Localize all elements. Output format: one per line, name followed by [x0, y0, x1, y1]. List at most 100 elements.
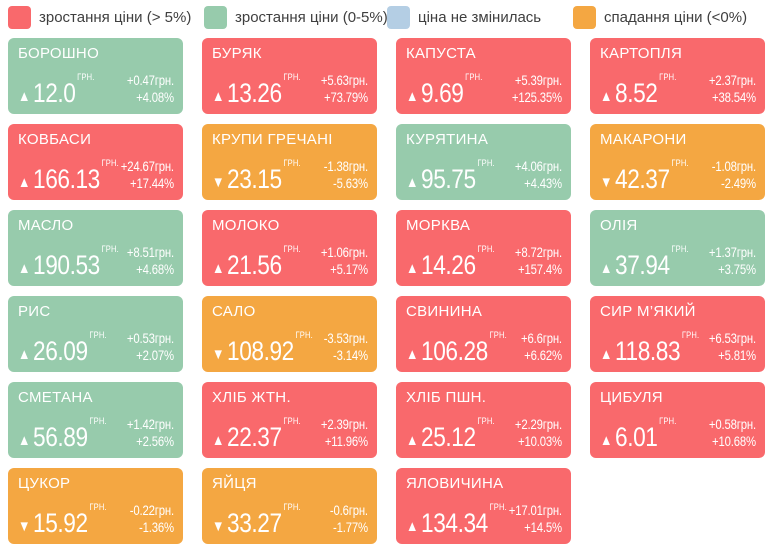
price-tile[interactable]: БУРЯК ▲ 13.26 ГРН. +5.63грн. +73.79%	[202, 38, 377, 114]
product-name: МАКАРОНИ	[600, 131, 687, 148]
price-row: ▼ 23.15 ГРН. -1.38грн. -5.63%	[212, 159, 368, 193]
change-uah: +5.63грн.	[320, 73, 368, 89]
currency-label: ГРН.	[659, 416, 677, 427]
change-pct: +10.03%	[518, 434, 562, 450]
change-block: +0.53грн. +2.07%	[127, 331, 174, 365]
arrow-up-icon: ▲	[18, 260, 31, 277]
legend-swatch-icon	[8, 6, 31, 29]
legend-label: спадання ціни (<0%)	[604, 9, 748, 26]
arrow-up-icon: ▲	[212, 432, 225, 449]
price-tile[interactable]: КОВБАСИ ▲ 166.13 ГРН. +24.67грн. +17.44%	[8, 124, 183, 200]
price-value: 12.0	[33, 78, 76, 108]
price-value: 21.56	[227, 250, 282, 280]
change-block: +0.58грн. +10.68%	[709, 417, 756, 451]
price-value: 25.12	[421, 422, 476, 452]
change-uah: +8.72грн.	[514, 245, 562, 261]
change-pct: +5.81%	[718, 348, 756, 364]
change-uah: +8.51грн.	[126, 245, 174, 261]
change-pct: +2.07%	[136, 348, 174, 364]
product-name: ЯЙЦЯ	[212, 475, 257, 492]
price-row: ▲ 9.69 ГРН. +5.39грн. +125.35%	[406, 73, 562, 107]
price-value: 22.37	[227, 422, 282, 452]
change-pct: +73.79%	[324, 90, 368, 106]
price-tile[interactable]: КРУПИ ГРЕЧАНІ ▼ 23.15 ГРН. -1.38грн. -5.63%	[202, 124, 377, 200]
change-block: -0.6грн. -1.77%	[330, 503, 368, 537]
currency-label: ГРН.	[77, 72, 95, 83]
price-tile[interactable]: ЯЛОВИЧИНА ▲ 134.34 ГРН. +17.01грн. +14.5%	[396, 468, 571, 544]
price-row: ▲ 134.34 ГРН. +17.01грн. +14.5%	[406, 503, 562, 537]
currency-label: ГРН.	[283, 416, 301, 427]
change-uah: +2.29грн.	[514, 417, 562, 433]
price-tile[interactable]: СИР М’ЯКИЙ ▲ 118.83 ГРН. +6.53грн. +5.81%	[590, 296, 765, 372]
price-value: 118.83	[615, 336, 681, 366]
change-uah: +2.39грн.	[320, 417, 368, 433]
legend-swatch-icon	[387, 6, 410, 29]
price-value: 23.15	[227, 164, 282, 194]
product-name: ЦУКОР	[18, 475, 71, 492]
price-tile[interactable]: КУРЯТИНА ▲ 95.75 ГРН. +4.06грн. +4.43%	[396, 124, 571, 200]
price-tile[interactable]: ОЛІЯ ▲ 37.94 ГРН. +1.37грн. +3.75%	[590, 210, 765, 286]
price-value: 56.89	[33, 422, 88, 452]
change-pct: +10.68%	[712, 434, 756, 450]
price-tile[interactable]: МОЛОКО ▲ 21.56 ГРН. +1.06грн. +5.17%	[202, 210, 377, 286]
price-tile[interactable]: СВИНИНА ▲ 106.28 ГРН. +6.6грн. +6.62%	[396, 296, 571, 372]
product-name: ХЛІБ ПШН.	[406, 389, 487, 406]
change-pct: +14.5%	[524, 520, 562, 536]
product-name: МОЛОКО	[212, 217, 280, 234]
product-name: САЛО	[212, 303, 256, 320]
product-name: КРУПИ ГРЕЧАНІ	[212, 131, 333, 148]
change-block: +4.06грн. +4.43%	[515, 159, 562, 193]
price-tile[interactable]: КАРТОПЛЯ ▲ 8.52 ГРН. +2.37грн. +38.54%	[590, 38, 765, 114]
price-tile[interactable]: СМЕТАНА ▲ 56.89 ГРН. +1.42грн. +2.56%	[8, 382, 183, 458]
arrow-down-icon: ▼	[18, 518, 31, 535]
change-block: +6.6грн. +6.62%	[521, 331, 562, 365]
product-name: ХЛІБ ЖТН.	[212, 389, 291, 406]
arrow-up-icon: ▲	[18, 88, 31, 105]
price-tile[interactable]: КАПУСТА ▲ 9.69 ГРН. +5.39грн. +125.35%	[396, 38, 571, 114]
arrow-up-icon: ▲	[406, 346, 419, 363]
arrow-up-icon: ▲	[212, 260, 225, 277]
currency-label: ГРН.	[283, 244, 301, 255]
change-uah: +0.58грн.	[708, 417, 756, 433]
legend-label: ціна не змінилась	[418, 9, 542, 26]
currency-label: ГРН.	[671, 158, 689, 169]
currency-label: ГРН.	[477, 416, 495, 427]
price-value: 33.27	[227, 508, 282, 538]
change-block: -0.22грн. -1.36%	[130, 503, 174, 537]
price-tile[interactable]: САЛО ▼ 108.92 ГРН. -3.53грн. -3.14%	[202, 296, 377, 372]
price-tile[interactable]: МАСЛО ▲ 190.53 ГРН. +8.51грн. +4.68%	[8, 210, 183, 286]
arrow-down-icon: ▼	[600, 174, 613, 191]
legend-item-no_change: ціна не змінилась	[387, 6, 573, 29]
price-row: ▲ 6.01 ГРН. +0.58грн. +10.68%	[600, 417, 756, 451]
arrow-down-icon: ▼	[212, 518, 225, 535]
change-pct: +4.68%	[136, 262, 174, 278]
product-name: КАПУСТА	[406, 45, 476, 62]
price-tile[interactable]: ХЛІБ ЖТН. ▲ 22.37 ГРН. +2.39грн. +11.96%	[202, 382, 377, 458]
currency-label: ГРН.	[489, 330, 507, 341]
price-tile[interactable]: ХЛІБ ПШН. ▲ 25.12 ГРН. +2.29грн. +10.03%	[396, 382, 571, 458]
price-value: 37.94	[615, 250, 670, 280]
product-name: ЦИБУЛЯ	[600, 389, 663, 406]
price-tile[interactable]: ЦУКОР ▼ 15.92 ГРН. -0.22грн. -1.36%	[8, 468, 183, 544]
change-pct: +6.62%	[524, 348, 562, 364]
price-row: ▲ 95.75 ГРН. +4.06грн. +4.43%	[406, 159, 562, 193]
change-uah: +24.67грн.	[120, 159, 174, 175]
price-tile[interactable]: МАКАРОНИ ▼ 42.37 ГРН. -1.08грн. -2.49%	[590, 124, 765, 200]
product-name: КАРТОПЛЯ	[600, 45, 683, 62]
change-pct: +125.35%	[511, 90, 562, 106]
legend-swatch-icon	[573, 6, 596, 29]
currency-label: ГРН.	[283, 72, 301, 83]
change-pct: -2.49%	[720, 176, 756, 192]
price-tile[interactable]: ЦИБУЛЯ ▲ 6.01 ГРН. +0.58грн. +10.68%	[590, 382, 765, 458]
price-tile[interactable]: ЯЙЦЯ ▼ 33.27 ГРН. -0.6грн. -1.77%	[202, 468, 377, 544]
change-block: +2.39грн. +11.96%	[321, 417, 368, 451]
price-tile[interactable]: РИС ▲ 26.09 ГРН. +0.53грн. +2.07%	[8, 296, 183, 372]
price-row: ▼ 42.37 ГРН. -1.08грн. -2.49%	[600, 159, 756, 193]
change-pct: +11.96%	[324, 434, 368, 450]
arrow-down-icon: ▼	[212, 346, 225, 363]
currency-label: ГРН.	[101, 244, 119, 255]
change-block: +24.67грн. +17.44%	[121, 159, 174, 193]
price-tile[interactable]: БОРОШНО ▲ 12.0 ГРН. +0.47грн. +4.08%	[8, 38, 183, 114]
price-row: ▲ 14.26 ГРН. +8.72грн. +157.4%	[406, 245, 562, 279]
price-tile[interactable]: МОРКВА ▲ 14.26 ГРН. +8.72грн. +157.4%	[396, 210, 571, 286]
